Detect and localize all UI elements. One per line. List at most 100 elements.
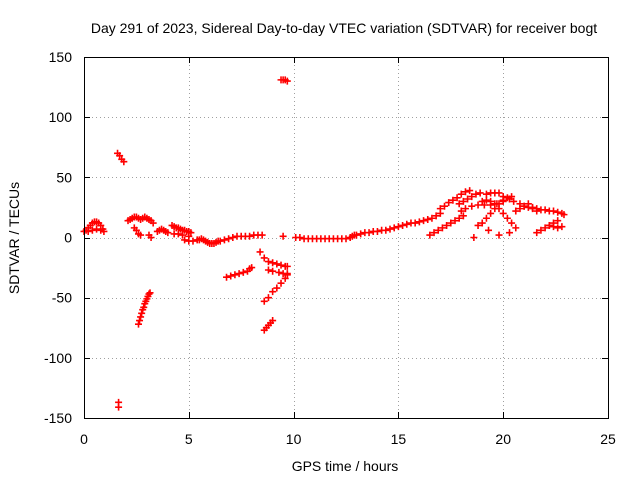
data-point bbox=[132, 226, 140, 234]
data-point bbox=[554, 208, 562, 216]
data-point bbox=[550, 223, 558, 231]
data-point bbox=[516, 200, 524, 208]
data-point bbox=[453, 194, 461, 202]
data-point bbox=[93, 225, 101, 233]
data-point bbox=[533, 205, 541, 213]
data-point bbox=[495, 189, 503, 197]
data-point bbox=[468, 193, 476, 201]
data-point bbox=[554, 224, 562, 232]
data-point bbox=[137, 231, 145, 239]
data-point bbox=[260, 254, 268, 262]
data-layer bbox=[80, 76, 568, 411]
data-point bbox=[455, 214, 463, 222]
data-point bbox=[174, 230, 182, 238]
data-point bbox=[474, 201, 482, 209]
data-point bbox=[545, 221, 553, 229]
data-point bbox=[508, 193, 516, 201]
x-tick-label: 20 bbox=[495, 431, 511, 447]
data-point bbox=[487, 209, 495, 217]
data-point bbox=[459, 197, 467, 205]
axis-ticks bbox=[84, 57, 609, 419]
y-tick-label: -150 bbox=[44, 410, 72, 426]
x-tick-label: 0 bbox=[80, 431, 88, 447]
data-point bbox=[457, 207, 465, 215]
data-point bbox=[499, 209, 507, 217]
x-tick-label: 25 bbox=[600, 431, 616, 447]
data-point bbox=[84, 227, 92, 235]
data-point bbox=[512, 224, 520, 232]
data-point bbox=[503, 214, 511, 222]
data-point bbox=[512, 207, 520, 215]
data-point bbox=[482, 190, 490, 198]
data-point bbox=[100, 227, 108, 235]
data-point bbox=[382, 226, 390, 234]
data-point bbox=[426, 231, 434, 239]
chart-title: Day 291 of 2023, Sidereal Day-to-day VTE… bbox=[91, 20, 597, 36]
data-point bbox=[239, 268, 247, 276]
x-tick-label: 15 bbox=[391, 431, 407, 447]
data-point bbox=[432, 212, 440, 220]
y-tick-label: 150 bbox=[49, 49, 73, 65]
data-point bbox=[120, 158, 128, 166]
data-point bbox=[403, 220, 411, 228]
x-tick-labels: 0 5 10 15 20 25 bbox=[80, 431, 616, 447]
data-point bbox=[116, 152, 124, 160]
data-point bbox=[357, 230, 365, 238]
data-point bbox=[438, 224, 446, 232]
data-point bbox=[459, 212, 467, 220]
data-point bbox=[550, 207, 558, 215]
data-point bbox=[246, 232, 254, 240]
data-point bbox=[478, 219, 486, 227]
data-point bbox=[420, 217, 428, 225]
data-point bbox=[256, 248, 264, 256]
data-point bbox=[88, 226, 96, 234]
data-point bbox=[424, 215, 432, 223]
y-tick-label: -50 bbox=[52, 290, 72, 306]
data-point bbox=[461, 205, 469, 213]
data-point bbox=[279, 232, 287, 240]
data-point bbox=[472, 190, 480, 198]
data-point bbox=[537, 226, 545, 234]
data-point bbox=[476, 189, 484, 197]
data-point bbox=[275, 268, 283, 276]
data-point bbox=[474, 221, 482, 229]
data-point bbox=[146, 289, 154, 297]
data-point bbox=[231, 271, 239, 279]
x-axis-label: GPS time / hours bbox=[292, 458, 399, 474]
data-point bbox=[283, 271, 291, 279]
data-point bbox=[485, 226, 493, 234]
y-tick-label: 0 bbox=[64, 230, 72, 246]
data-point bbox=[558, 223, 566, 231]
data-point bbox=[505, 229, 513, 237]
data-point bbox=[436, 205, 444, 213]
data-point bbox=[495, 231, 503, 239]
y-tick-labels: -150 -100 -50 0 50 100 150 bbox=[44, 49, 72, 426]
data-point bbox=[430, 229, 438, 237]
data-point bbox=[390, 224, 398, 232]
data-point bbox=[365, 229, 373, 237]
x-tick-label: 5 bbox=[185, 431, 193, 447]
data-point bbox=[97, 226, 105, 234]
data-point bbox=[373, 227, 381, 235]
data-point bbox=[229, 234, 237, 241]
data-point bbox=[468, 202, 476, 210]
data-point bbox=[164, 229, 172, 237]
data-point bbox=[541, 224, 549, 232]
data-point bbox=[281, 274, 289, 282]
data-point bbox=[499, 193, 507, 201]
data-point bbox=[269, 259, 277, 267]
data-point bbox=[482, 196, 490, 204]
data-point bbox=[264, 294, 272, 302]
data-point bbox=[451, 217, 459, 225]
data-point bbox=[447, 219, 455, 227]
data-point bbox=[220, 236, 228, 244]
data-point bbox=[296, 234, 304, 241]
data-point bbox=[147, 234, 155, 241]
data-point bbox=[394, 223, 402, 231]
data-point bbox=[449, 196, 457, 204]
data-point bbox=[187, 229, 195, 237]
data-point bbox=[455, 200, 463, 208]
data-point bbox=[264, 266, 272, 274]
data-point bbox=[495, 205, 503, 213]
data-point bbox=[411, 219, 419, 227]
